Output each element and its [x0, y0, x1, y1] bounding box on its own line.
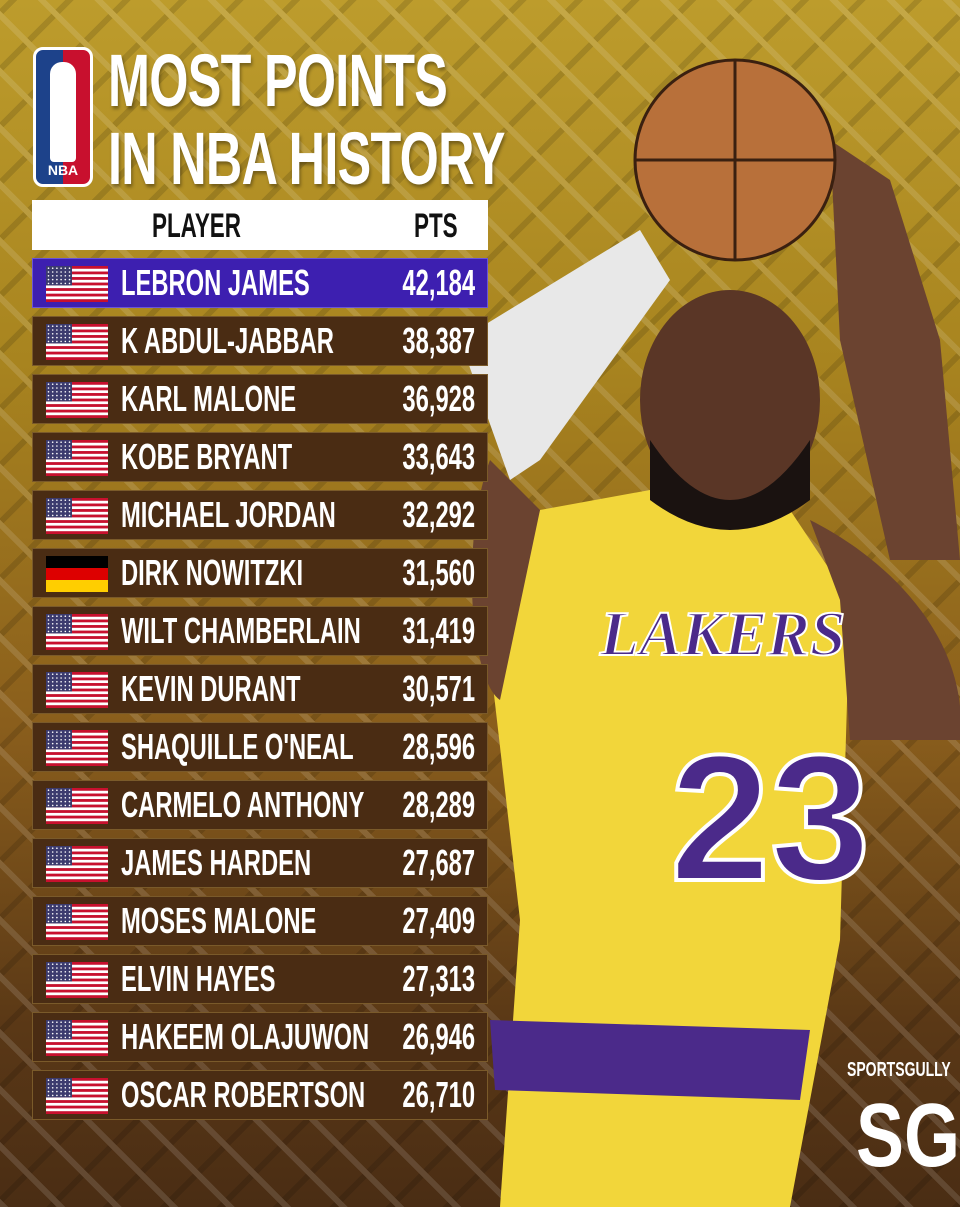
table-row: MICHAEL JORDAN 32,292	[32, 490, 488, 540]
column-header-pts: PTS	[414, 207, 458, 245]
table-row: CARMELO ANTHONY 28,289	[32, 780, 488, 830]
player-name: MOSES MALONE	[121, 900, 317, 941]
table-row: ELVIN HAYES 27,313	[32, 954, 488, 1004]
usa-flag-icon	[46, 382, 108, 418]
table-row: K ABDUL-JABBAR 38,387	[32, 316, 488, 366]
usa-flag-icon	[46, 1078, 108, 1114]
table-row: JAMES HARDEN 27,687	[32, 838, 488, 888]
player-name: KEVIN DURANT	[121, 668, 301, 709]
germany-flag-icon	[46, 556, 108, 592]
table-row: DIRK NOWITZKI 31,560	[32, 548, 488, 598]
player-points: 31,560	[402, 552, 475, 593]
logo-text: NBA	[47, 162, 79, 178]
player-name: ELVIN HAYES	[121, 958, 276, 999]
player-name: MICHAEL JORDAN	[121, 494, 336, 535]
usa-flag-icon	[46, 498, 108, 534]
usa-flag-icon	[46, 730, 108, 766]
player-points: 30,571	[402, 668, 475, 709]
player-points: 31,419	[402, 610, 475, 651]
player-photo: LAKERS 23	[460, 58, 960, 1207]
usa-flag-icon	[46, 788, 108, 824]
player-name: OSCAR ROBERTSON	[121, 1074, 366, 1115]
player-name: KOBE BRYANT	[121, 436, 293, 477]
player-points: 27,313	[402, 958, 475, 999]
player-name: HAKEEM OLAJUWON	[121, 1016, 370, 1057]
player-points: 28,596	[402, 726, 475, 767]
table-row: WILT CHAMBERLAIN 31,419	[32, 606, 488, 656]
player-points: 33,643	[402, 436, 475, 477]
player-name: K ABDUL-JABBAR	[121, 320, 334, 361]
player-points: 26,946	[402, 1016, 475, 1057]
usa-flag-icon	[46, 324, 108, 360]
column-header-player: PLAYER	[152, 207, 241, 245]
table-row: HAKEEM OLAJUWON 26,946	[32, 1012, 488, 1062]
table-row: KARL MALONE 36,928	[32, 374, 488, 424]
table-row: OSCAR ROBERTSON 26,710	[32, 1070, 488, 1120]
player-points: 28,289	[402, 784, 475, 825]
brand-mark: SG	[856, 1086, 960, 1186]
player-name: SHAQUILLE O'NEAL	[121, 726, 354, 767]
usa-flag-icon	[46, 266, 108, 302]
nba-logo: NBA	[33, 47, 93, 187]
brand-name: SPORTSGULLY	[847, 1059, 951, 1081]
logo-silhouette	[50, 62, 76, 162]
table-row: LEBRON JAMES 42,184	[32, 258, 488, 308]
player-name: LEBRON JAMES	[121, 262, 310, 303]
usa-flag-icon	[46, 962, 108, 998]
player-name: KARL MALONE	[121, 378, 297, 419]
player-name: CARMELO ANTHONY	[121, 784, 365, 825]
player-points: 27,687	[402, 842, 475, 883]
usa-flag-icon	[46, 846, 108, 882]
player-points: 32,292	[402, 494, 475, 535]
player-name: DIRK NOWITZKI	[121, 552, 304, 593]
player-name: WILT CHAMBERLAIN	[121, 610, 361, 651]
table-header: PLAYER PTS	[32, 200, 488, 250]
usa-flag-icon	[46, 440, 108, 476]
player-points: 36,928	[402, 378, 475, 419]
usa-flag-icon	[46, 1020, 108, 1056]
usa-flag-icon	[46, 614, 108, 650]
table-row: SHAQUILLE O'NEAL 28,596	[32, 722, 488, 772]
sportsgully-logo: SPORTSGULLY SG	[846, 1058, 960, 1186]
table-row: MOSES MALONE 27,409	[32, 896, 488, 946]
usa-flag-icon	[46, 904, 108, 940]
player-points: 27,409	[402, 900, 475, 941]
page-title: MOST POINTS IN NBA HISTORY	[108, 42, 505, 198]
jersey-text: LAKERS	[599, 598, 845, 669]
usa-flag-icon	[46, 672, 108, 708]
jersey-number: 23	[670, 718, 870, 919]
title-line-1: MOST POINTS	[108, 39, 448, 122]
player-points: 26,710	[402, 1074, 475, 1115]
table-row: KEVIN DURANT 30,571	[32, 664, 488, 714]
table-row: KOBE BRYANT 33,643	[32, 432, 488, 482]
player-points: 38,387	[402, 320, 475, 361]
player-points: 42,184	[402, 262, 475, 303]
player-name: JAMES HARDEN	[121, 842, 312, 883]
title-line-2: IN NBA HISTORY	[108, 117, 505, 200]
